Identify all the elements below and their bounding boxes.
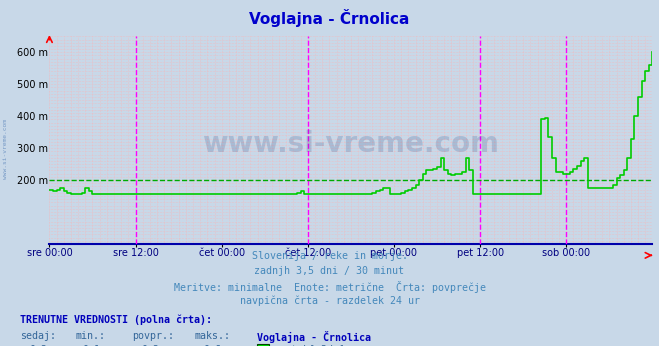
Text: 0,2: 0,2	[30, 345, 47, 346]
Text: 0,6: 0,6	[203, 345, 221, 346]
Text: Slovenija / reke in morje.: Slovenija / reke in morje.	[252, 251, 407, 261]
Text: zadnjh 3,5 dni / 30 minut: zadnjh 3,5 dni / 30 minut	[254, 266, 405, 276]
Text: Meritve: minimalne  Enote: metrične  Črta: povprečje: Meritve: minimalne Enote: metrične Črta:…	[173, 281, 486, 293]
Text: Voglajna - Črnolica: Voglajna - Črnolica	[249, 9, 410, 27]
Text: 0,2: 0,2	[142, 345, 159, 346]
Text: pretok[m3/s]: pretok[m3/s]	[273, 345, 345, 346]
Text: povpr.:: povpr.:	[132, 331, 174, 341]
Text: maks.:: maks.:	[194, 331, 231, 341]
Text: www.si-vreme.com: www.si-vreme.com	[3, 119, 8, 179]
Text: min.:: min.:	[76, 331, 106, 341]
Text: Voglajna - Črnolica: Voglajna - Črnolica	[257, 331, 371, 343]
Text: TRENUTNE VREDNOSTI (polna črta):: TRENUTNE VREDNOSTI (polna črta):	[20, 315, 212, 325]
Text: 0,1: 0,1	[82, 345, 100, 346]
Text: www.si-vreme.com: www.si-vreme.com	[202, 130, 500, 158]
Text: navpična črta - razdelek 24 ur: navpična črta - razdelek 24 ur	[239, 295, 420, 306]
Text: sedaj:: sedaj:	[20, 331, 56, 341]
